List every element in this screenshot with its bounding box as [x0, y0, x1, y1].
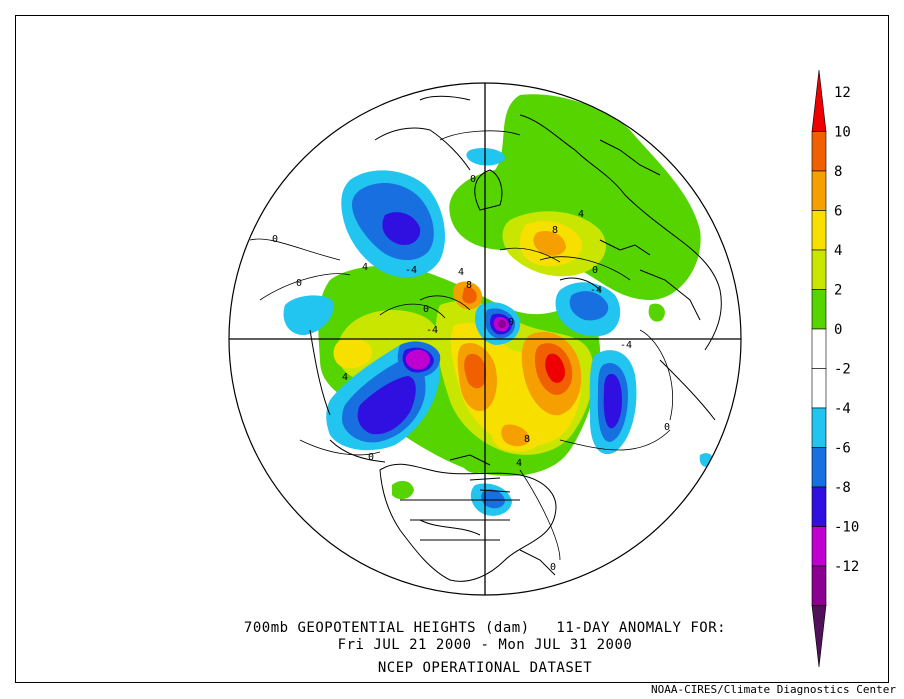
contour-label: 8 — [524, 434, 530, 445]
colorbar-segment — [811, 526, 827, 567]
credit-text: NOAA-CIRES/Climate Diagnostics Center — [650, 683, 896, 696]
colorbar-segment — [811, 486, 827, 527]
colorbar-tick-label: 0 — [834, 322, 842, 338]
contour-label: 0 — [508, 317, 514, 328]
contour-label: 0 — [368, 452, 374, 463]
contour-label: 0 — [550, 562, 556, 573]
title-line-2: Fri JUL 21 2000 - Mon JUL 31 2000 — [337, 637, 633, 653]
colorbar-tick-label: 6 — [834, 204, 842, 220]
colorbar-tick-label: -2 — [834, 362, 851, 378]
colorbar-tick-label: -4 — [834, 401, 851, 417]
contour-label: 4 — [342, 372, 348, 383]
colorbar-segment — [811, 407, 827, 448]
colorbar-segment — [811, 368, 827, 409]
plot-frame — [15, 15, 889, 683]
colorbar-tick-label: 4 — [834, 243, 842, 259]
contour-label: -4 — [426, 325, 438, 336]
colorbar-tick-label: 2 — [834, 283, 842, 299]
colorbar-segment — [811, 328, 827, 369]
colorbar-segment — [811, 170, 827, 211]
colorbar: 12 10 8 6 4 2 0 -2 -4 -6 -8 -10 -12 — [811, 69, 859, 668]
contour-label: 4 — [458, 267, 464, 278]
colorbar-tick-label: 12 — [834, 85, 851, 101]
colorbar-tick-label: 10 — [834, 125, 851, 141]
contour-label: 0 — [423, 304, 429, 315]
contour-label: 8 — [552, 225, 558, 236]
contour-label: -4 — [620, 340, 632, 351]
colorbar-tick-label: -8 — [834, 480, 851, 496]
contour-label: 0 — [470, 174, 476, 185]
colorbar-segment — [811, 131, 827, 172]
colorbar-tick-label: -10 — [834, 520, 859, 536]
contour-label: 4 — [578, 209, 584, 220]
contour-labels: 0 0 0 0 0 0 0 0 4 4 4 4 4 -4 -4 -4 -4 8 8 8 0 — [272, 174, 670, 573]
contour-lines — [249, 130, 674, 561]
colorbar-segment — [811, 210, 827, 251]
contour-label: 0 — [272, 234, 278, 245]
contour-label: 0 — [592, 265, 598, 276]
colorbar-segment — [811, 249, 827, 290]
violet-regions — [357, 212, 622, 435]
colorbar-tick-label: 8 — [834, 164, 842, 180]
colorbar-segment — [811, 69, 827, 132]
title-line-1: 700mb GEOPOTENTIAL HEIGHTS (dam) 11-DAY … — [243, 620, 727, 636]
colorbar-tick-label: -6 — [834, 441, 851, 457]
colorbar-segment — [811, 605, 827, 668]
anomaly-field — [249, 83, 722, 582]
colorbar-segment — [811, 289, 827, 330]
colorbar-segment — [811, 447, 827, 488]
deep-purple-core — [498, 320, 506, 328]
red-anomaly-core — [545, 353, 565, 383]
contour-label: -4 — [405, 265, 417, 276]
colorbar-segment — [811, 565, 827, 606]
contour-label: 4 — [362, 262, 368, 273]
contour-label: -4 — [590, 285, 602, 296]
contour-label: 8 — [466, 280, 472, 291]
contour-label: 4 — [516, 458, 522, 469]
colorbar-tick-label: -12 — [834, 559, 859, 575]
title-line-3: NCEP OPERATIONAL DATASET — [377, 660, 593, 676]
contour-label: 0 — [296, 278, 302, 289]
contour-label: 0 — [664, 422, 670, 433]
